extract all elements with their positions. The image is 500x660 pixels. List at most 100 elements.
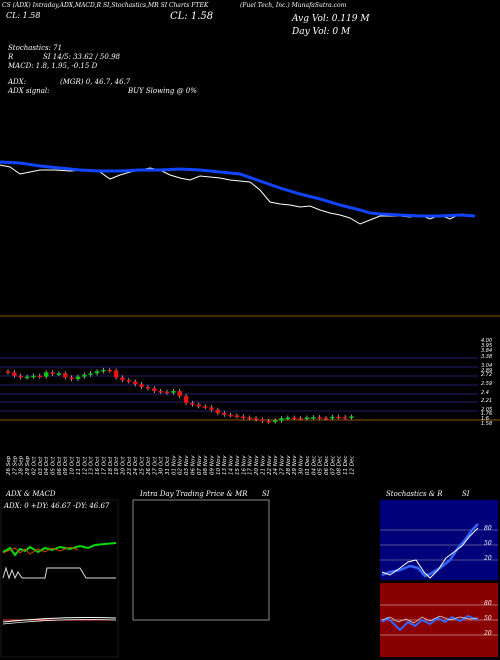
intraday-panel-si: SI	[262, 490, 270, 498]
candle-body	[349, 416, 354, 418]
date-tick-label: 08 Nov	[203, 455, 209, 475]
stoch-panel-si: SI	[462, 490, 470, 498]
candle-body	[164, 391, 170, 394]
candle-body	[234, 415, 240, 417]
price-tick-label: 3.38	[481, 354, 492, 360]
date-tick-label: 06 Nov	[190, 455, 196, 475]
date-tick-label: 03 Nov	[184, 455, 190, 475]
stoch-panel-title: Stochastics & R	[386, 490, 443, 498]
day-vol: Day Vol: 0 M	[292, 27, 351, 37]
range-label: CL: 1.58	[6, 11, 41, 20]
date-tick-label: 15 Nov	[235, 455, 241, 475]
date-tick-label: 28 Nov	[286, 455, 292, 475]
candle-body	[75, 376, 81, 380]
price-tick-label: 2.72	[481, 372, 492, 378]
date-tick-label: 27 Nov	[279, 455, 285, 475]
date-tick-label: 01 Dec	[305, 456, 311, 475]
price-tick-label: 1.58	[481, 421, 492, 427]
stoch-d-line	[381, 523, 479, 578]
candles	[5, 367, 354, 424]
adx-label: ADX:	[8, 78, 27, 86]
candle-body	[126, 380, 132, 382]
candle-body	[31, 375, 36, 378]
date-tick-label: 05 Dec	[318, 456, 324, 475]
candle-body	[133, 381, 138, 385]
rsi-line	[381, 614, 479, 632]
candle-body	[323, 417, 329, 420]
price-axis: 4.003.953.843.38 3.042.892.72 2.59 2.4 2.21 2…	[481, 338, 492, 427]
date-tick-label: 27 Sep	[12, 455, 18, 475]
candle-grid	[0, 357, 478, 412]
date-tick-label: 07 Nov	[197, 455, 203, 475]
date-tick-label: 20 Oct	[120, 456, 126, 475]
date-tick-label: 31 Oct	[165, 456, 171, 475]
date-tick-label: 12 Dec	[349, 456, 355, 475]
macd-line	[2, 617, 117, 623]
price-tick-label: 2.4	[481, 390, 489, 396]
candle-body	[63, 373, 68, 378]
candle-body	[88, 373, 93, 375]
date-tick-label: 12 Oct	[82, 456, 88, 475]
candle-body	[177, 391, 182, 397]
candle-body	[139, 384, 144, 387]
candle-body	[228, 414, 233, 417]
candle-body	[145, 386, 151, 389]
rsi-signal-line	[381, 615, 479, 624]
date-tick-label: 18 Oct	[108, 456, 114, 475]
date-tick-label: 08 Dec	[337, 456, 343, 475]
header-line1: CS (ADX) Intraday,ADX,MACD,R SI,Stochast…	[2, 2, 209, 9]
adx-value: (MGR) 0, 46.7, 46.7	[60, 78, 131, 86]
plus-di-line	[2, 542, 117, 557]
date-tick-label: 29 Nov	[292, 455, 298, 475]
candle-body	[158, 391, 163, 393]
candle-body	[171, 391, 176, 393]
si-label: SI 14/5: 33.62 / 50.98	[43, 53, 120, 61]
buy-signal: BUY Slowing @ 0%	[128, 87, 197, 95]
date-tick-label: 04 Oct	[44, 456, 50, 475]
candle-body	[101, 369, 106, 372]
minus-di-line	[2, 546, 79, 555]
adx-panel-title: ADX & MACD	[6, 490, 56, 498]
rsi-level-50: 50	[484, 615, 492, 622]
price-tick-label: 3.04	[481, 363, 492, 369]
date-tick-label: 27 Oct	[152, 456, 158, 475]
date-tick-label: 22 Nov	[267, 455, 273, 475]
candle-body	[260, 419, 265, 422]
candle-body	[12, 372, 17, 376]
candle-body	[311, 417, 316, 419]
date-axis: 26 Sep 27 Sep 28 Sep 29 Sep 02 Oct 03 Oct 04 O…	[6, 455, 355, 475]
date-tick-label: 17 Nov	[248, 455, 254, 475]
price-tick-label: 2.21	[481, 398, 492, 404]
intraday-panel	[132, 499, 270, 621]
date-tick-label: 04 Dec	[311, 456, 317, 475]
candle-body	[272, 420, 278, 423]
date-tick-label: 19 Oct	[114, 456, 120, 475]
date-tick-label: 02 Nov	[178, 455, 184, 475]
date-tick-label: 26 Oct	[146, 456, 152, 475]
candle-body	[330, 416, 335, 419]
date-tick-label: 28 Sep	[19, 455, 25, 475]
candle-body	[298, 417, 303, 420]
date-tick-label: 16 Nov	[241, 455, 247, 475]
date-tick-label: 10 Oct	[70, 456, 76, 475]
candle-body	[56, 373, 62, 375]
price-tick-label: 1.76	[481, 411, 492, 417]
price-tick-label: 3.95	[481, 343, 492, 349]
date-tick-label: 21 Nov	[260, 455, 266, 475]
date-tick-label: 06 Oct	[57, 456, 63, 475]
date-tick-label: 03 Oct	[38, 456, 44, 475]
date-tick-label: 23 Oct	[127, 456, 133, 475]
avg-vol: Avg Vol: 0.119 M	[292, 14, 370, 24]
candle-body	[69, 377, 74, 380]
date-tick-label: 11 Oct	[76, 456, 82, 475]
date-tick-label: 20 Nov	[254, 455, 260, 475]
r-label: R	[8, 53, 14, 61]
date-tick-label: 01 Nov	[171, 455, 177, 475]
candle-body	[43, 372, 49, 377]
date-tick-label: 09 Oct	[63, 456, 69, 475]
candle-body	[152, 388, 157, 391]
price-tick-label: 4.00	[481, 338, 492, 344]
candle-body	[336, 416, 341, 419]
date-tick-label: 13 Oct	[89, 456, 95, 475]
